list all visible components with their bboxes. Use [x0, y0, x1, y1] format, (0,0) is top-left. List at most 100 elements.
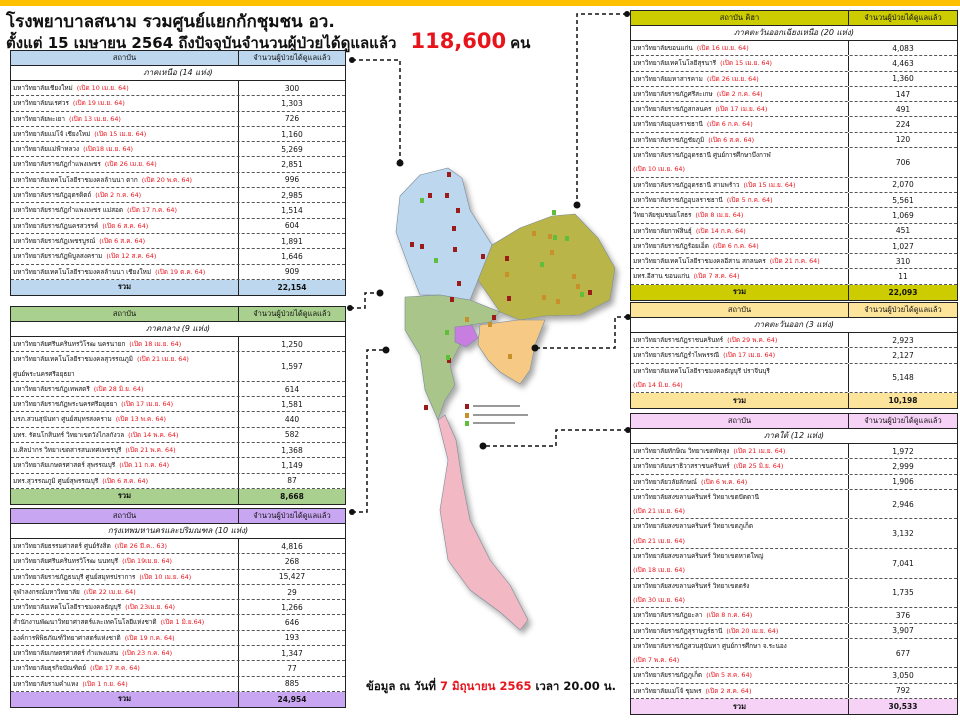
- institution-name: มหาวิทยาลัยกาฬสินธุ์: [633, 226, 692, 235]
- map-central-region: [404, 294, 501, 421]
- opened-date: (เปิด 26 มี.ค.. 63): [114, 542, 168, 550]
- table-row: มหาวิทยาลัยราชภัฏเพชรบูรณ์ (เปิด 6 ส.ค. 6…: [11, 233, 345, 250]
- institution-cell: มหาวิทยาลัยวลัยลักษณ์ (เปิด 6 พ.ค. 64): [631, 474, 849, 489]
- patient-count: 11: [898, 272, 908, 282]
- patient-count: 3,907: [892, 626, 914, 636]
- institution-name: มหาวิทยาลัยราชภัฏพระนครศรีอยุธยา: [13, 400, 118, 409]
- patient-count: 614: [284, 384, 300, 394]
- institution-name: มหาวิทยาลัยวลัยลักษณ์: [633, 477, 697, 486]
- opened-date: (เปิด 17 เม.ย. 64): [723, 351, 776, 360]
- opened-date: (เปิด 26 เม.ย. 64): [706, 74, 759, 83]
- patient-count: 1,266: [281, 602, 303, 612]
- institution-cell: มหาวิทยาลัยนเรศวร (เปิด 19 เม.ย. 64): [11, 96, 239, 111]
- institution-cell: มหาวิทยาลัยพะเยา (เปิด 13 เม.ย. 64): [11, 111, 239, 126]
- institution-name: มหาวิทยาลัยสงขลานครินทร์ วิทยาเขตหาดใหญ่: [633, 552, 764, 561]
- institution-name: มหาวิทยาลัยราชภัฏอุดรธานี ศูนย์การศึกษาบ…: [633, 151, 771, 160]
- total-patients: 118,600: [410, 29, 507, 53]
- region-subheader: กรุงเทพมหานครและปริมณฑล (10 แห่ง): [11, 524, 345, 539]
- patient-count: 1,069: [892, 210, 914, 220]
- opened-date: (เปิด 15 เม.ย. 64): [94, 129, 147, 138]
- table-row: มหาวิทยาลัยเชียงใหม่ (เปิด 10 เม.ย. 64) 30…: [11, 81, 345, 97]
- column-header-patients: จำนวนผู้ป่วยได้ดูแลแล้ว: [253, 511, 331, 520]
- patient-count: 2,070: [892, 180, 914, 190]
- opened-date: (เปิด 7 พ.ค. 64): [633, 656, 680, 665]
- institution-cell: มหาวิทยาลัยราชภัฏราชนครินทร์ (เปิด 29 พ.ค…: [631, 333, 849, 348]
- institution-name: มหาวิทยาลัยเทคโนโลยีราชมงคลล้านนา เชียงใ…: [13, 267, 152, 276]
- opened-date: (เปิด 6 ส.ค. 64): [102, 221, 149, 230]
- patient-count: 77: [287, 664, 297, 674]
- institution-cell: มหาวิทยาลัยราชภัฏอุบลราชธานี (เปิด 5 ก.ค.…: [631, 192, 849, 208]
- patient-count: 1,149: [281, 461, 303, 471]
- institution-cell: มหาวิทยาลัยธรรมศาสตร์ ศูนย์รังสิต (เปิด 2…: [11, 539, 239, 554]
- institution-name: มหาวิทยาลัยเทคโนโลยีสุรนารี: [633, 59, 717, 68]
- table-row: มหาวิทยาลัยราชภัฏภูเก็ต (เปิด 5 ส.ค. 64) 3…: [631, 668, 957, 684]
- patient-count: 1,360: [892, 74, 914, 84]
- institution-cell: มหาวิทยาลัยราชภัฏสุราษฎร์ธานี (เปิด 20 เม…: [631, 623, 849, 638]
- table-row: มหาวิทยาลัยเทคโนโลยีราชมงคลล้านนา เชียงใ…: [11, 264, 345, 280]
- table-row: มหาวิทยาลัยศรีนครินทรวิโรฒ นครนายก (เปิด …: [11, 337, 345, 353]
- opened-date: (เปิด 30 เม.ย. 64): [633, 595, 685, 604]
- institution-cell: มหาวิทยาลัยรามคำแหง (เปิด 1 ก.ย. 64): [11, 676, 239, 691]
- institution-name: มหาวิทยาลัยราชภัฏพิบูลสงคราม: [13, 252, 103, 261]
- table-row: มหาวิทยาลัยสงขลานครินทร์ วิทยาเขตปัตตานี…: [631, 489, 957, 520]
- table-row: มหาวิทยาลัยอุบลราชธานี (เปิด 6 ก.ค. 64) 22…: [631, 117, 957, 133]
- opened-date: (เปิด 14 ก.ค. 64): [695, 226, 746, 235]
- opened-date: (เปิด 21 พ.ค. 64): [125, 446, 176, 455]
- connector-dots: [347, 11, 631, 515]
- table-row: จุฬาลงกรณ์มหาวิทยาลัย (เปิด 22 เม.ย. 64) 2…: [11, 584, 345, 601]
- column-header-patients: จำนวนผู้ป่วยได้ดูแลแล้ว: [864, 13, 942, 22]
- table-row: มหาวิทยาลัยราชภัฏพิบูลสงคราม (เปิด 12 ส.ค…: [11, 249, 345, 265]
- institution-cell: มหาวิทยาลัยราชภัฏภูเก็ต (เปิด 5 ส.ค. 64): [631, 668, 849, 683]
- opened-date: (เปิด 10 เม.ย. 64): [633, 165, 685, 174]
- patient-count: 1,250: [281, 339, 303, 349]
- institution-name: มหาวิทยาลัยราชภัฏกำแพงเพชร แม่สอด: [13, 206, 123, 215]
- institution-cell: มหาวิทยาลัยเทคโนโลยีสุรนารี (เปิด 15 เม.ย…: [631, 56, 849, 71]
- institution-name: มหาวิทยาลัยธุรกิจบัณฑิตย์: [13, 664, 86, 673]
- patient-count: 677: [895, 648, 911, 658]
- institution-name: มหาวิทยาลัยราชภัฏอุบลราชธานี: [633, 195, 723, 204]
- institution-name: มหาวิทยาลัยราชภัฏกำแพงเพชร: [13, 160, 101, 169]
- patient-count: 1,906: [892, 477, 914, 487]
- map-legend: [465, 404, 528, 426]
- north-region-table: สถาบัน จำนวนผู้ป่วยได้ดูแลแล้ว ภาคเหนือ (1…: [10, 50, 346, 296]
- east-region-table: สถาบัน จำนวนผู้ป่วยได้ดูแลแล้ว ภาคตะวันออก…: [630, 302, 958, 410]
- footer-date: 7 มิถุนายน 2565: [439, 679, 532, 693]
- institution-name: มหาวิทยาลัยนเรศวร: [13, 99, 69, 108]
- institution-cell: มหาวิทยาลัยสงขลานครินทร์ วิทยาเขตปัตตานี…: [631, 489, 849, 519]
- institution-name: มหาวิทยาลัยเทคโนโลยีราชมงคลล้านนา ตาก: [13, 175, 138, 184]
- table-row: มหาวิทยาลัยราชภัฏอุดรธานี สามพร้าว (เปิด …: [631, 177, 957, 193]
- institution-cell: มหาวิทยาลัยราชภัฏนครสวรรค์ (เปิด 6 ส.ค. 6…: [11, 218, 239, 233]
- opened-date: (เปิด 15 เม.ย. 64): [720, 59, 773, 68]
- opened-date: (เปิด 21 เม.ย. 64): [733, 447, 786, 455]
- patient-count: 300: [284, 83, 300, 93]
- institution-name: มหาวิทยาลัยเทคโนโลยีราชมงคลธัญบุรี: [13, 603, 122, 612]
- institution-name: มหาวิทยาลัยพะเยา: [13, 114, 65, 123]
- table-row: มหาวิทยาลัยราชภัฏชัยภูมิ (เปิด 6 ส.ค. 64)…: [631, 132, 957, 149]
- table-header: สถาบัน จำนวนผู้ป่วยได้ดูแลแล้ว: [11, 307, 345, 322]
- institution-name: มทร. รัตนโกสินทร์ วิทยาเขตวังไกลกังวล: [13, 430, 125, 439]
- table-row: ม.ศิลปากร วิทยาเขตสารสนเทศเพชรบุรี (เปิด …: [11, 443, 345, 459]
- patient-count: 193: [284, 633, 300, 643]
- institution-cell: มหาวิทยาลัยราชภัฏเทพสตรี (เปิด 28 มิ.ย. 6…: [11, 381, 239, 397]
- opened-date: (เปิด18 เม.ย. 64): [83, 145, 134, 154]
- map-markers: [410, 172, 592, 410]
- table-row: มทร.อีสาน ขอนแก่น (เปิด 7 ส.ค. 64) 11: [631, 269, 957, 285]
- patient-count: 4,463: [892, 58, 914, 68]
- total-label: รวม: [11, 691, 239, 707]
- table-row: มหาวิทยาลัยนราธิวาสราชนครินทร์ (เปิด 25 ม…: [631, 459, 957, 475]
- opened-date: (เปิด 26 เม.ย. 64): [104, 160, 157, 169]
- institution-cell: มหาวิทยาลัยแม่ฟ้าหลวง (เปิด18 เม.ย. 64): [11, 142, 239, 157]
- table-row: มหาวิทยาลัยเทคโนโลยีราชมงคลธัญบุรี ปราจี…: [631, 363, 957, 394]
- institution-name: มหาวิทยาลัยราชภัฏนครสวรรค์: [13, 221, 99, 230]
- institution-name: วิทยาลัยชุมชนยโสธร: [633, 211, 692, 220]
- institution-cell: มหาวิทยาลัยสงขลานครินทร์ วิทยาเขตภูเก็ต (…: [631, 519, 849, 549]
- opened-date: (เปิด 18 เม.ย. 64): [129, 340, 182, 348]
- patient-count: 1,347: [281, 648, 303, 658]
- opened-date: (เปิด 11 ก.ค. 64): [119, 461, 170, 470]
- institution-cell: มหาวิทยาลัยทักษิณ วิทยาเขตพัทลุง (เปิด 21…: [631, 444, 849, 459]
- opened-date: (เปิด 13 พ.ค. 64): [115, 415, 166, 424]
- opened-date: (เปิด 23เม.ย. 64): [125, 603, 176, 612]
- patient-count: 224: [895, 120, 911, 130]
- opened-date: (เปิด 6 ก.ค. 64): [706, 120, 753, 129]
